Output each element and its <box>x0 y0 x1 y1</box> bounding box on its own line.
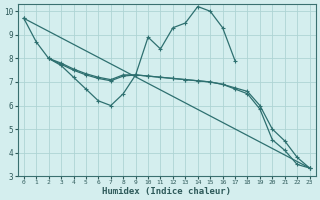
X-axis label: Humidex (Indice chaleur): Humidex (Indice chaleur) <box>102 187 231 196</box>
